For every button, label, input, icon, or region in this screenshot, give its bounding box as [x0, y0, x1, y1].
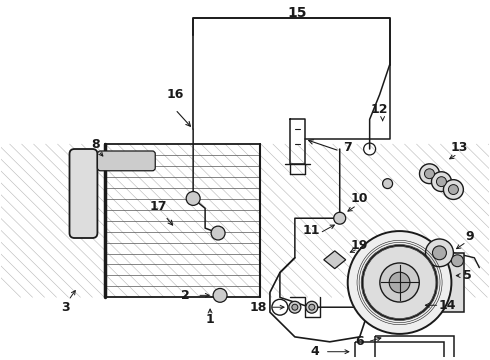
Text: 15: 15 — [287, 5, 307, 19]
Circle shape — [389, 272, 410, 293]
Circle shape — [306, 301, 318, 313]
Text: 10: 10 — [351, 192, 368, 205]
FancyBboxPatch shape — [98, 151, 155, 171]
Bar — [355, 342, 444, 360]
Circle shape — [348, 231, 451, 334]
Text: 5: 5 — [463, 269, 472, 282]
Circle shape — [334, 212, 346, 224]
Text: 9: 9 — [465, 230, 474, 243]
Circle shape — [448, 185, 458, 194]
Text: 19: 19 — [351, 239, 368, 252]
Circle shape — [383, 179, 392, 189]
Circle shape — [362, 246, 437, 320]
Circle shape — [211, 226, 225, 240]
Text: 7: 7 — [343, 140, 352, 153]
Text: 12: 12 — [371, 103, 389, 116]
FancyBboxPatch shape — [70, 149, 98, 238]
Circle shape — [309, 304, 315, 310]
Polygon shape — [324, 251, 346, 269]
Text: 18: 18 — [249, 301, 267, 314]
Text: 1: 1 — [206, 312, 215, 325]
Bar — [105, 144, 260, 297]
Text: 8: 8 — [91, 138, 100, 150]
Circle shape — [425, 239, 453, 267]
Text: 4: 4 — [311, 345, 319, 358]
Text: 6: 6 — [355, 335, 364, 348]
Circle shape — [419, 164, 440, 184]
Circle shape — [292, 304, 298, 310]
Text: 13: 13 — [451, 140, 468, 153]
Circle shape — [424, 169, 435, 179]
Text: 17: 17 — [149, 200, 167, 213]
Text: 3: 3 — [61, 301, 70, 314]
Circle shape — [451, 255, 464, 267]
Bar — [419, 253, 465, 312]
Circle shape — [380, 263, 419, 302]
Circle shape — [432, 172, 451, 192]
Circle shape — [443, 180, 464, 199]
Circle shape — [433, 246, 446, 260]
Circle shape — [289, 301, 301, 313]
Circle shape — [186, 192, 200, 205]
Text: 2: 2 — [181, 289, 190, 302]
Text: 11: 11 — [303, 224, 320, 237]
Circle shape — [213, 288, 227, 302]
Bar — [375, 336, 454, 360]
Circle shape — [437, 177, 446, 186]
Text: 14: 14 — [439, 299, 456, 312]
Text: 16: 16 — [167, 88, 184, 101]
